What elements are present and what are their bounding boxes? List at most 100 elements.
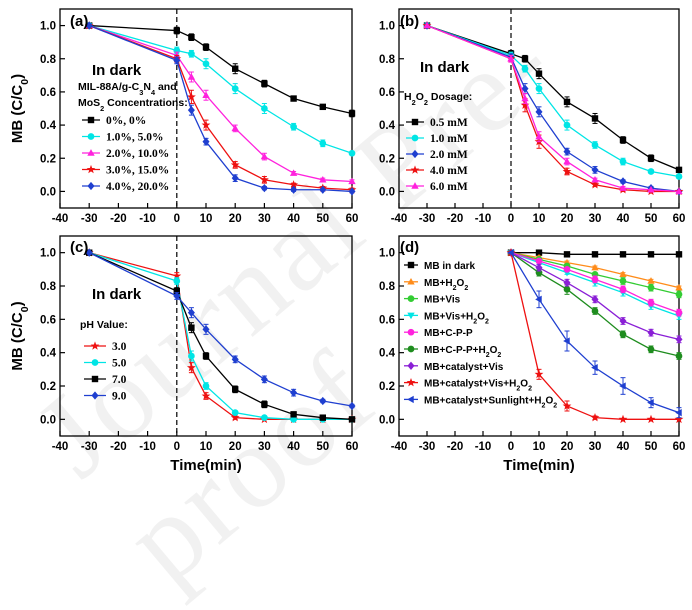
marker-circle [563, 121, 571, 129]
marker-circle [619, 277, 627, 285]
marker-diamond [202, 325, 210, 334]
x-tick-label: -10 [139, 213, 156, 225]
marker-triangle [647, 185, 655, 193]
text-part: MB+catalyst+Vis+H [424, 379, 516, 390]
x-tick-label: 20 [561, 213, 574, 225]
legend-label: 2.0%, 10.0% [106, 148, 169, 160]
marker-circle [647, 168, 655, 175]
marker-circle [647, 345, 655, 353]
text-part: MB+catalyst+Vis [424, 362, 504, 373]
marker-diamond [675, 335, 683, 344]
marker-circle [407, 295, 415, 302]
marker-square [87, 116, 95, 124]
text-subscript: 2 [497, 352, 501, 359]
x-tick-label: -10 [475, 441, 492, 453]
legend-entry: MB+Vis+H2​O2​ [404, 311, 489, 325]
x-tick-label: 60 [673, 213, 686, 225]
series-b-0 [423, 22, 683, 174]
marker-star [646, 414, 656, 424]
marker-triangle [563, 157, 571, 165]
marker-star [410, 165, 420, 174]
marker-triangle-left [647, 398, 654, 407]
marker-diamond [231, 355, 239, 364]
text-part: MB+Vis [424, 295, 461, 306]
text-part: MB+C-P-P+H [424, 345, 486, 356]
x-tick-label: -40 [52, 441, 69, 453]
text-part: MoS [78, 97, 100, 109]
marker-star [230, 413, 240, 422]
marker-triangle [591, 175, 599, 183]
x-tick-label: -10 [475, 213, 492, 225]
x-tick-label: 40 [287, 213, 300, 225]
marker-triangle [260, 152, 269, 160]
marker-square [232, 386, 239, 393]
legend-label: 0%, 0% [106, 115, 146, 127]
marker-star [186, 363, 196, 372]
y-tick-label: 0.4 [379, 120, 396, 132]
y-tick-label: 0.2 [40, 153, 56, 165]
marker-star [534, 369, 544, 379]
legend-title: MoS2​ Concentrations: [78, 97, 188, 113]
marker-star [86, 164, 96, 174]
marker-diamond [173, 291, 181, 301]
marker-star [406, 377, 416, 387]
legend-title: MIL-88A/g-C3​N4​ and [78, 81, 177, 97]
text-part: MB+catalyst+Sunlight+H [424, 395, 542, 406]
marker-diamond [535, 263, 543, 272]
marker-triangle [675, 187, 683, 195]
marker-star [172, 271, 182, 280]
marker-diamond [591, 295, 599, 304]
marker-circle [675, 290, 683, 298]
marker-square [173, 287, 180, 295]
series-line [88, 252, 353, 420]
marker-square [521, 55, 529, 62]
marker-square [261, 401, 268, 408]
legend-entry: 0%, 0% [82, 115, 146, 127]
panel-a: -40 -30 -20 -10 0 10 20 30 40 50 600.00.20.40.60.8… [9, 8, 358, 225]
x-tick-label: 10 [533, 441, 546, 453]
in-dark-annotation: In dark [92, 286, 142, 303]
legend-entry: 4.0%, 20.0% [82, 181, 169, 193]
y-tick-label: 0.8 [40, 281, 57, 293]
marker-square [319, 103, 326, 111]
series-d-5 [507, 249, 683, 360]
text-part: N [143, 81, 151, 93]
marker-square [348, 416, 356, 423]
marker-circle [348, 149, 356, 157]
y-tick-label: 0.8 [40, 54, 57, 66]
x-tick-label: -40 [52, 213, 69, 225]
marker-triangle-left [563, 337, 570, 345]
plot-frame [59, 235, 353, 437]
x-tick-label: -30 [81, 441, 98, 453]
legend-label: 3.0 [112, 341, 127, 353]
marker-diamond [87, 181, 95, 191]
text-part: MB+C-P-P [424, 328, 473, 339]
in-dark-annotation: In dark [92, 62, 142, 79]
text-subscript: 2 [424, 98, 428, 107]
x-tick-label: 10 [200, 213, 213, 225]
text-subscript: 2 [486, 352, 490, 359]
marker-square [91, 375, 99, 383]
marker-circle [535, 257, 543, 265]
y-tick-label: 1.0 [40, 21, 56, 33]
legend-label: MB+C-P-P [424, 328, 473, 339]
marker-circle [261, 414, 268, 422]
marker-diamond [260, 375, 268, 384]
legend-entry: MB+H2​O2​ [404, 278, 468, 291]
marker-triangle [507, 54, 515, 62]
panel-d: -40 -30 -20 -10 0 10 20 30 40 50 60 0.0 0.2 0.4 0.6 0.8… [379, 235, 685, 474]
x-tick-label: -20 [110, 441, 127, 453]
x-tick-label: 20 [229, 213, 242, 225]
y-tick-label: 0.8 [379, 54, 396, 66]
y-axis-label: MB (C/C0​) [9, 74, 31, 143]
marker-circle [647, 299, 655, 307]
legend-label: 3.0%, 15.0% [106, 165, 169, 177]
text-part: MB (C/C [9, 85, 26, 143]
marker-triangle [647, 277, 655, 284]
panel-label: (c) [70, 239, 88, 256]
legend-entry: MB+catalyst+Sunlight+H2​O2​ [404, 395, 557, 409]
legend-entry: MB+C-P-P+H2​O2​ [404, 345, 501, 359]
marker-diamond [591, 165, 599, 175]
marker-circle [319, 139, 327, 147]
text-part: ) [9, 74, 26, 79]
